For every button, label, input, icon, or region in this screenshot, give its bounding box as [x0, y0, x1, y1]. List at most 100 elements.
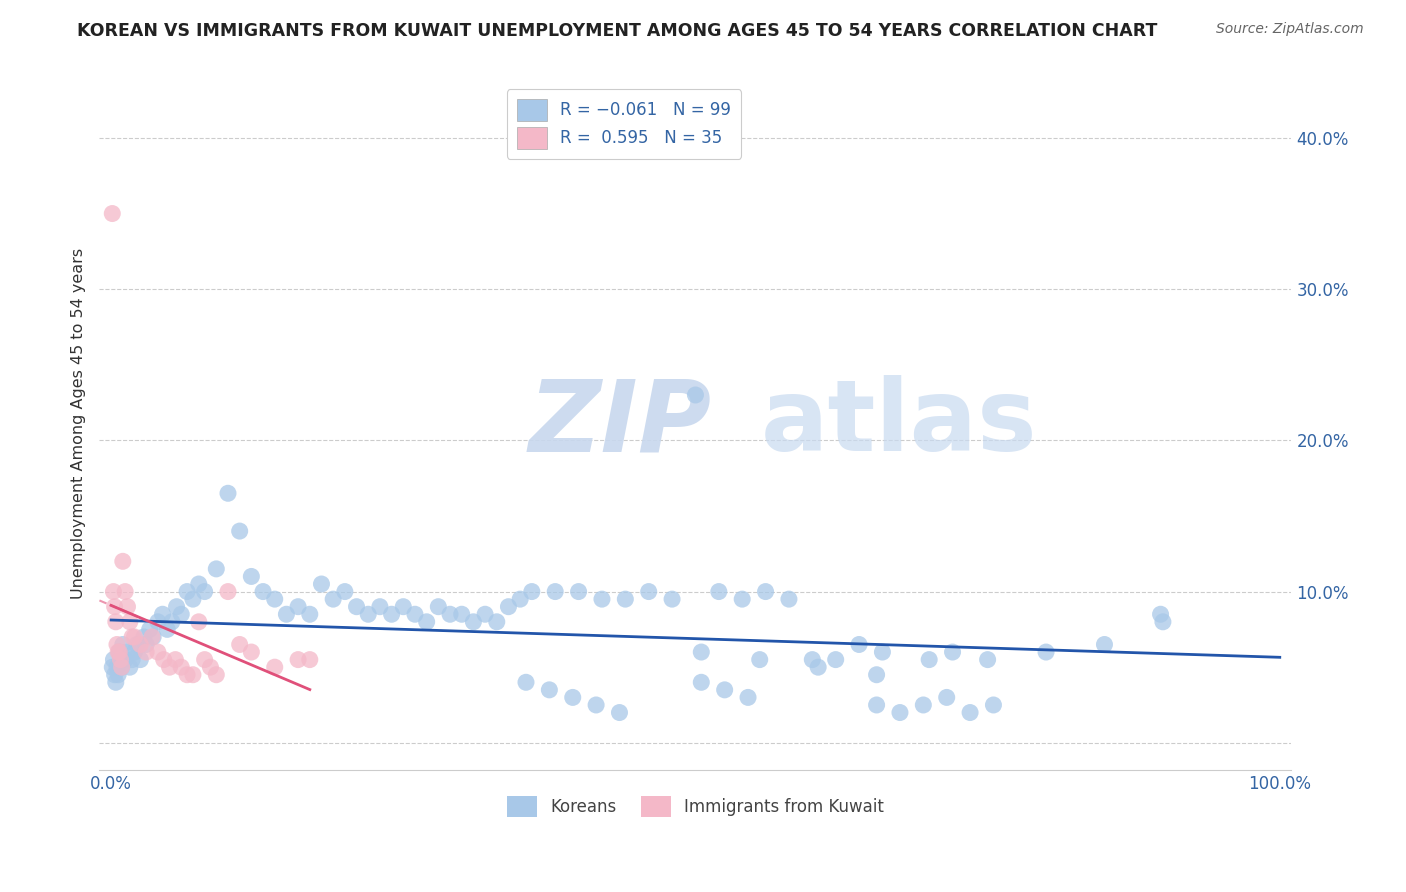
Point — [103, 652, 125, 666]
Point — [252, 584, 274, 599]
Point — [415, 615, 437, 629]
Point — [544, 584, 567, 599]
Point — [160, 615, 183, 629]
Point — [872, 645, 894, 659]
Point — [103, 584, 125, 599]
Point — [381, 607, 404, 622]
Point — [110, 652, 132, 666]
Point — [117, 645, 139, 659]
Point — [176, 667, 198, 681]
Point — [217, 486, 239, 500]
Point — [108, 645, 131, 659]
Point — [287, 652, 309, 666]
Point — [1094, 638, 1116, 652]
Point — [263, 592, 285, 607]
Point — [129, 652, 152, 666]
Point — [263, 660, 285, 674]
Point — [392, 599, 415, 614]
Point — [801, 652, 824, 666]
Point — [205, 667, 228, 681]
Point — [311, 577, 333, 591]
Point — [685, 388, 707, 402]
Point — [1035, 645, 1057, 659]
Point — [146, 615, 169, 629]
Point — [276, 607, 298, 622]
Point — [591, 592, 613, 607]
Point — [439, 607, 461, 622]
Point — [1152, 615, 1174, 629]
Point — [152, 652, 174, 666]
Point — [865, 667, 887, 681]
Point — [287, 599, 309, 614]
Point — [132, 630, 155, 644]
Point — [976, 652, 998, 666]
Point — [176, 584, 198, 599]
Point — [485, 615, 508, 629]
Point — [298, 652, 321, 666]
Point — [101, 206, 124, 220]
Point — [166, 599, 188, 614]
Point — [118, 660, 141, 674]
Point — [121, 630, 143, 644]
Point — [322, 592, 344, 607]
Point — [141, 630, 163, 644]
Point — [105, 660, 128, 674]
Point — [959, 706, 981, 720]
Point — [824, 652, 846, 666]
Point — [427, 599, 450, 614]
Point — [240, 569, 263, 583]
Point — [848, 638, 870, 652]
Point — [107, 667, 129, 681]
Point — [228, 524, 250, 538]
Point — [568, 584, 591, 599]
Point — [181, 592, 204, 607]
Point — [240, 645, 263, 659]
Point — [217, 584, 239, 599]
Text: Source: ZipAtlas.com: Source: ZipAtlas.com — [1216, 22, 1364, 37]
Point — [156, 623, 179, 637]
Point — [114, 584, 136, 599]
Point — [865, 698, 887, 712]
Point — [538, 682, 561, 697]
Point — [152, 607, 174, 622]
Point — [107, 645, 129, 659]
Point — [637, 584, 659, 599]
Point — [111, 660, 134, 674]
Point — [181, 667, 204, 681]
Point — [935, 690, 957, 705]
Point — [135, 638, 157, 652]
Point — [200, 660, 222, 674]
Point — [138, 623, 160, 637]
Point — [187, 615, 209, 629]
Point — [912, 698, 935, 712]
Point — [111, 554, 134, 568]
Point — [111, 660, 134, 674]
Point — [104, 599, 127, 614]
Point — [298, 607, 321, 622]
Point — [889, 706, 911, 720]
Point — [124, 645, 146, 659]
Point — [690, 645, 713, 659]
Point — [194, 584, 217, 599]
Point — [357, 607, 380, 622]
Point — [165, 652, 187, 666]
Point — [104, 615, 127, 629]
Point — [125, 638, 148, 652]
Point — [690, 675, 713, 690]
Point — [117, 599, 139, 614]
Point — [737, 690, 759, 705]
Point — [114, 652, 136, 666]
Point — [404, 607, 426, 622]
Legend: Koreans, Immigrants from Kuwait: Koreans, Immigrants from Kuwait — [501, 789, 891, 824]
Point — [368, 599, 391, 614]
Point — [159, 660, 181, 674]
Point — [731, 592, 754, 607]
Text: ZIP: ZIP — [529, 376, 711, 472]
Point — [520, 584, 543, 599]
Point — [561, 690, 583, 705]
Point — [187, 577, 209, 591]
Point — [121, 652, 143, 666]
Point — [509, 592, 531, 607]
Point — [146, 645, 169, 659]
Text: atlas: atlas — [761, 376, 1038, 472]
